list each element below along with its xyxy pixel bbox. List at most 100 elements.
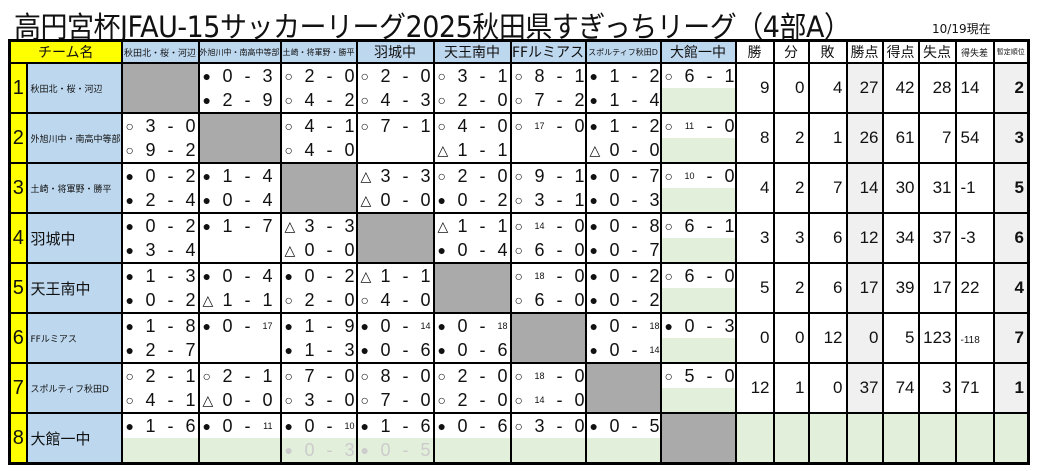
result-mark-icon: △ [437,141,449,158]
score-dash: - [244,415,251,436]
result-mark-icon: ● [125,418,134,434]
stat-value: 6 [833,278,843,297]
match-score: △ 0-0 [588,138,659,161]
match-score: ● 2-4 [124,188,197,211]
score-dash: - [631,339,638,360]
empty-match [201,238,279,261]
score-for: 10 [684,171,695,181]
match-score: ● 0- 14 [588,338,659,361]
stat-points [845,412,884,465]
match-score: ○ 2-0 [283,65,355,88]
stat-losses: 6 [807,212,848,264]
result-mark-icon: ○ [514,118,523,134]
score-dash: - [244,289,251,310]
team-name: スポルティフ秋田D [25,362,123,414]
stat-value: -1 [960,178,976,197]
score-against: 0 [497,115,508,136]
result-mark-icon: ○ [514,192,523,208]
result-mark-icon: ● [589,342,598,358]
result-mark-icon: ● [589,292,598,308]
match-score: ○ 18 -0 [513,365,584,388]
stat-value: 2 [795,128,805,147]
match-result-cell: ● 0-3 [659,312,737,364]
score-for: 7 [304,365,315,386]
match-result-cell: ● 1-8 ● 2-7 [120,312,200,364]
match-result-cell: ○ 4-1 ○ 4-0 [279,112,358,164]
score-dash: - [556,115,563,136]
stat-value: 1 [833,128,843,147]
result-mark-icon: ○ [514,168,523,184]
stat-goal-difference: 54 [954,112,995,164]
match-score: ○ 2-1 [124,365,197,388]
match-result-cell: ● 1-6 [120,412,200,465]
score-dash: - [556,65,563,86]
match-score: ● 0- 11 [201,415,279,438]
score-dash: - [479,65,486,86]
match-result-cell: ● 0- 14 ● 0-6 [355,312,435,364]
match-result-cell: ● 0-2 ○ 2-0 [279,262,358,314]
score-for: 3 [304,215,315,236]
self-match-cell [432,262,512,314]
score-dash: - [326,289,333,310]
result-mark-icon: ○ [664,68,673,84]
score-dash: - [479,215,486,236]
score-against: 5 [649,415,660,436]
match-score: △ 1-1 [359,265,432,288]
result-mark-icon: ● [284,418,293,434]
stat-wins: 0 [734,312,775,364]
result-mark-icon: ● [589,168,598,184]
score-against: 6 [497,339,508,360]
score-dash: - [167,389,174,410]
match-score: ○ 6-0 [513,288,584,311]
match-result-cell: ● 1-2 △ 0-0 [584,112,662,164]
score-dash: - [631,315,638,336]
score-against: 2 [649,115,660,136]
match-score: △ 1-1 [201,288,279,311]
match-score: ○ 14 -0 [513,215,584,238]
score-dash: - [244,165,251,186]
result-mark-icon: ○ [125,368,134,384]
stat-losses: 4 [807,62,848,114]
score-against: 8 [649,215,660,236]
result-mark-icon: ● [284,268,293,284]
result-mark-icon: ● [437,318,446,334]
result-mark-icon: ● [437,342,446,358]
score-dash: - [479,165,486,186]
score-dash: - [631,115,638,136]
score-against: 2 [185,165,196,186]
league-standings-table: チーム名 秋田北・桜・河辺 外旭川中・南高中等部 土崎・将軍野・勝平 羽城中 天王南中 FF… [8,39,1031,465]
score-for: 0 [222,389,233,410]
result-mark-icon: ● [284,342,293,358]
result-mark-icon: ● [202,318,211,334]
match-result-cell: ○ 8-1 ○ 7-2 [509,62,587,114]
result-mark-icon: △ [202,291,214,308]
match-result-cell: ○ 11 -0 [659,112,737,164]
score-against: 6 [497,415,508,436]
score-for: 8 [380,365,391,386]
score-for: 2 [457,165,468,186]
score-dash: - [706,365,713,386]
score-for: 1 [304,315,315,336]
result-mark-icon: ○ [514,292,523,308]
stat-value: 7 [942,128,952,147]
score-for: 9 [145,139,156,160]
score-against: 0 [344,389,355,410]
result-mark-icon: ● [125,242,134,258]
match-score: ○ 8-1 [513,65,584,88]
score-dash: - [479,239,486,260]
match-result-cell: ● 1-4 ● 0-4 [197,162,282,214]
stat-value: 14 [859,178,879,197]
stat-draws: 0 [772,62,810,114]
result-mark-icon: ● [589,318,598,334]
score-for: 0 [684,315,695,336]
score-against: 18 [649,321,660,331]
stat-value: 3 [795,228,805,247]
score-against: 4 [262,189,273,210]
match-result-cell: ○ 7-0 ○ 3-0 [279,362,358,414]
score-dash: - [402,65,409,86]
stat-value: 8 [760,128,770,147]
result-mark-icon: ● [125,342,134,358]
score-for: 4 [457,115,468,136]
score-for: 7 [380,389,391,410]
stat-value: 7 [833,178,843,197]
